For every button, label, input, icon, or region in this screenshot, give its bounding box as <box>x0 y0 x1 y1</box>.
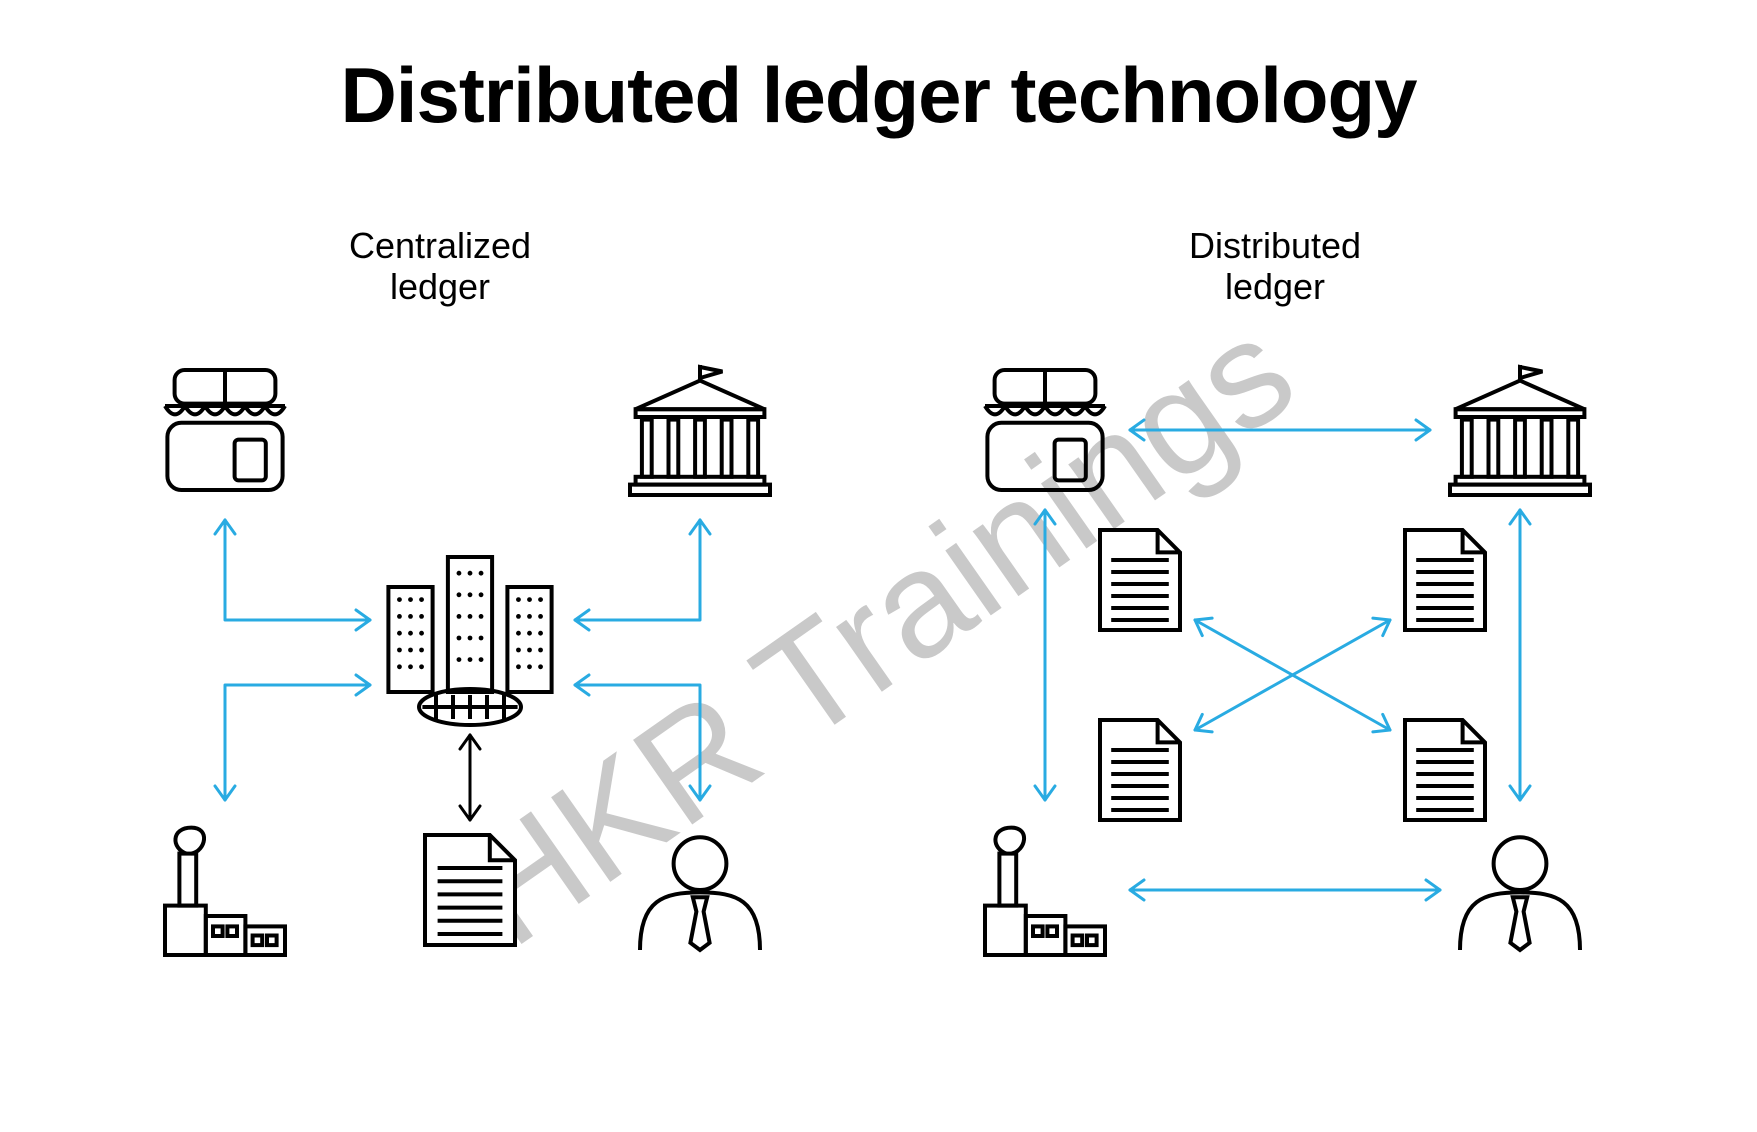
government-icon <box>1450 365 1590 495</box>
city-center-icon <box>388 557 551 725</box>
connector-arrow <box>225 685 370 800</box>
diagram-canvas <box>0 0 1757 1132</box>
connector-arrow <box>225 520 370 620</box>
document-icon <box>425 835 515 945</box>
document-icon <box>1405 530 1485 630</box>
factory-icon <box>985 828 1105 955</box>
factory-icon <box>165 828 285 955</box>
person-icon <box>640 837 760 950</box>
connector-arrow <box>575 685 700 800</box>
document-icon <box>1405 720 1485 820</box>
store-icon <box>985 370 1105 490</box>
document-icon <box>1100 720 1180 820</box>
store-icon <box>165 370 285 490</box>
person-icon <box>1460 837 1580 950</box>
connector-arrow <box>575 520 700 620</box>
government-icon <box>630 365 770 495</box>
document-icon <box>1100 530 1180 630</box>
